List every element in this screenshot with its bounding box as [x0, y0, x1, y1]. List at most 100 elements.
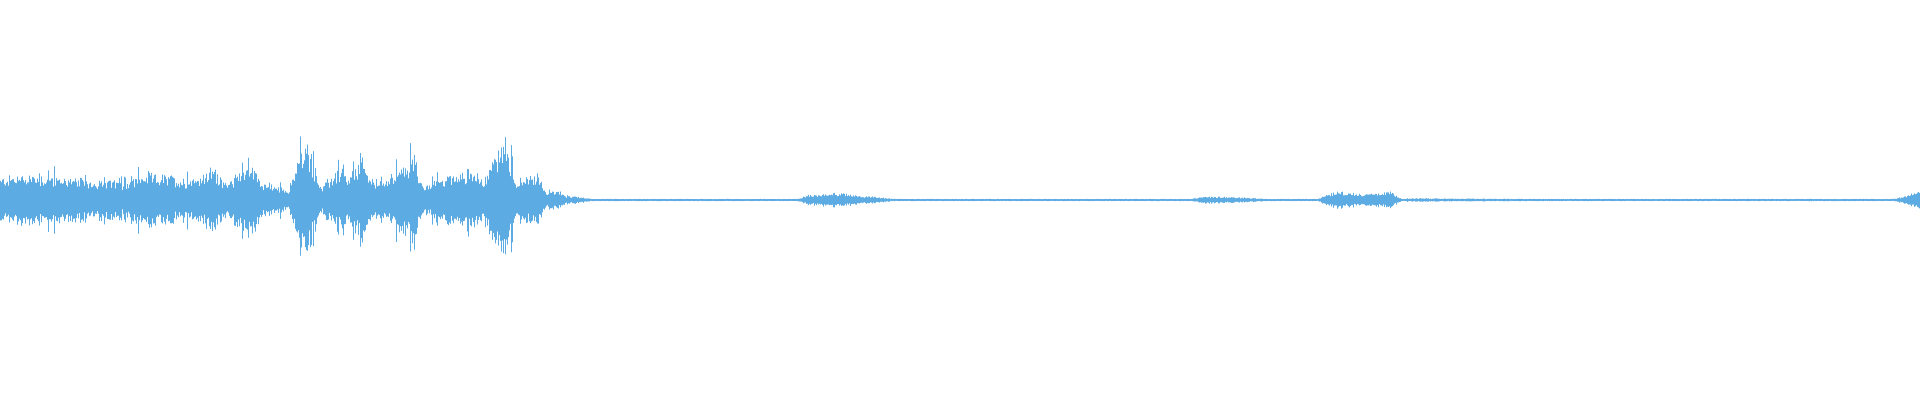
waveform-bar — [995, 199, 996, 202]
waveform-bar — [932, 199, 933, 201]
waveform-bar — [1121, 199, 1122, 201]
waveform-bar — [1573, 199, 1574, 202]
waveform-bar — [1353, 193, 1354, 208]
waveform-bar — [1039, 198, 1040, 201]
waveform-bar — [1798, 198, 1799, 201]
waveform-bar — [1378, 193, 1379, 208]
waveform-bar — [1474, 198, 1475, 202]
waveform-bar — [1805, 199, 1806, 201]
waveform-bar — [473, 177, 474, 222]
waveform-bar — [1652, 199, 1653, 201]
waveform-bar — [266, 187, 267, 211]
waveform-bar — [1449, 198, 1450, 202]
waveform-bar — [1836, 199, 1837, 202]
waveform-bar — [1052, 198, 1053, 201]
waveform-bar — [1670, 198, 1671, 201]
waveform-bar — [636, 199, 637, 201]
waveform-bar — [90, 182, 91, 216]
waveform-bar — [397, 176, 398, 225]
waveform-bar — [1406, 198, 1407, 202]
waveform-bar — [235, 174, 236, 226]
waveform-bar — [831, 194, 832, 206]
waveform-bar — [441, 182, 442, 217]
waveform-bar — [529, 180, 530, 222]
waveform-bar — [1120, 199, 1121, 202]
waveform-bar — [937, 198, 938, 202]
waveform-bar — [1025, 199, 1026, 201]
waveform-bar — [1285, 199, 1286, 201]
waveform-bar — [1402, 199, 1403, 201]
waveform-bar — [1126, 198, 1127, 201]
waveform-bar — [1263, 199, 1264, 201]
waveform-bar — [762, 199, 763, 201]
waveform-bar — [458, 179, 459, 221]
waveform-bar — [569, 196, 570, 204]
waveform-bar — [1570, 198, 1571, 201]
waveform-bar — [818, 195, 819, 205]
waveform-bar — [1604, 198, 1605, 201]
waveform-bar — [1191, 199, 1192, 201]
waveform-bar — [821, 196, 822, 204]
waveform-bar — [1071, 198, 1072, 201]
waveform-bar — [380, 181, 381, 219]
waveform-bar — [1778, 199, 1779, 201]
waveform-bar — [836, 195, 837, 206]
waveform-bar — [765, 199, 766, 201]
waveform-bar — [1405, 199, 1406, 202]
waveform-bar — [627, 199, 628, 202]
waveform-bar — [1619, 198, 1620, 201]
waveform-bar — [1149, 198, 1150, 201]
waveform-bar — [1689, 199, 1690, 202]
waveform-bar — [10, 180, 11, 218]
waveform-bar — [1586, 199, 1587, 202]
waveform-bar — [774, 199, 775, 201]
waveform-bar — [721, 199, 722, 201]
waveform-bar — [589, 198, 590, 202]
waveform-bar — [1554, 199, 1555, 201]
waveform-bar — [919, 198, 920, 201]
waveform-bar — [1320, 198, 1321, 202]
waveform-bar — [371, 184, 372, 215]
waveform-bar — [988, 199, 989, 201]
waveform-bar — [142, 179, 143, 221]
waveform-bar — [208, 180, 209, 218]
waveform-bar — [929, 198, 930, 202]
waveform-bar — [807, 196, 808, 204]
waveform-bar — [1872, 199, 1873, 202]
waveform-bar — [1855, 199, 1856, 202]
waveform-bar — [6, 183, 7, 217]
waveform-bar — [1577, 199, 1578, 201]
waveform-bar — [85, 175, 86, 223]
waveform-bar — [53, 186, 54, 215]
waveform-bar — [220, 177, 221, 223]
waveform-bar — [1281, 199, 1282, 201]
waveform-bar — [140, 183, 141, 216]
waveform-bar — [1681, 199, 1682, 201]
waveform-bar — [596, 199, 597, 202]
waveform-bar — [747, 199, 748, 201]
waveform-bar — [1687, 198, 1688, 202]
waveform-bar — [567, 195, 568, 205]
waveform-bar — [907, 199, 908, 201]
waveform-bar — [640, 199, 641, 201]
waveform-bar — [1578, 199, 1579, 202]
waveform-bar — [1844, 199, 1845, 202]
waveform-bar — [1310, 199, 1311, 202]
waveform-bar — [1664, 199, 1665, 202]
waveform-bar — [1386, 192, 1387, 208]
waveform-bar — [390, 178, 391, 221]
waveform-bar — [106, 188, 107, 212]
waveform-bar — [1179, 199, 1180, 202]
waveform-bar — [472, 181, 473, 218]
waveform-bar — [297, 163, 298, 233]
waveform-bar — [859, 196, 860, 204]
waveform-bar — [1706, 198, 1707, 201]
waveform-bar — [1711, 199, 1712, 201]
waveform-bar — [1908, 195, 1909, 205]
waveform-bar — [647, 199, 648, 201]
waveform-bar — [817, 196, 818, 204]
waveform-bar — [424, 190, 425, 211]
waveform-bar — [361, 162, 362, 239]
waveform-bar — [1427, 198, 1428, 202]
waveform-bar — [1202, 197, 1203, 203]
